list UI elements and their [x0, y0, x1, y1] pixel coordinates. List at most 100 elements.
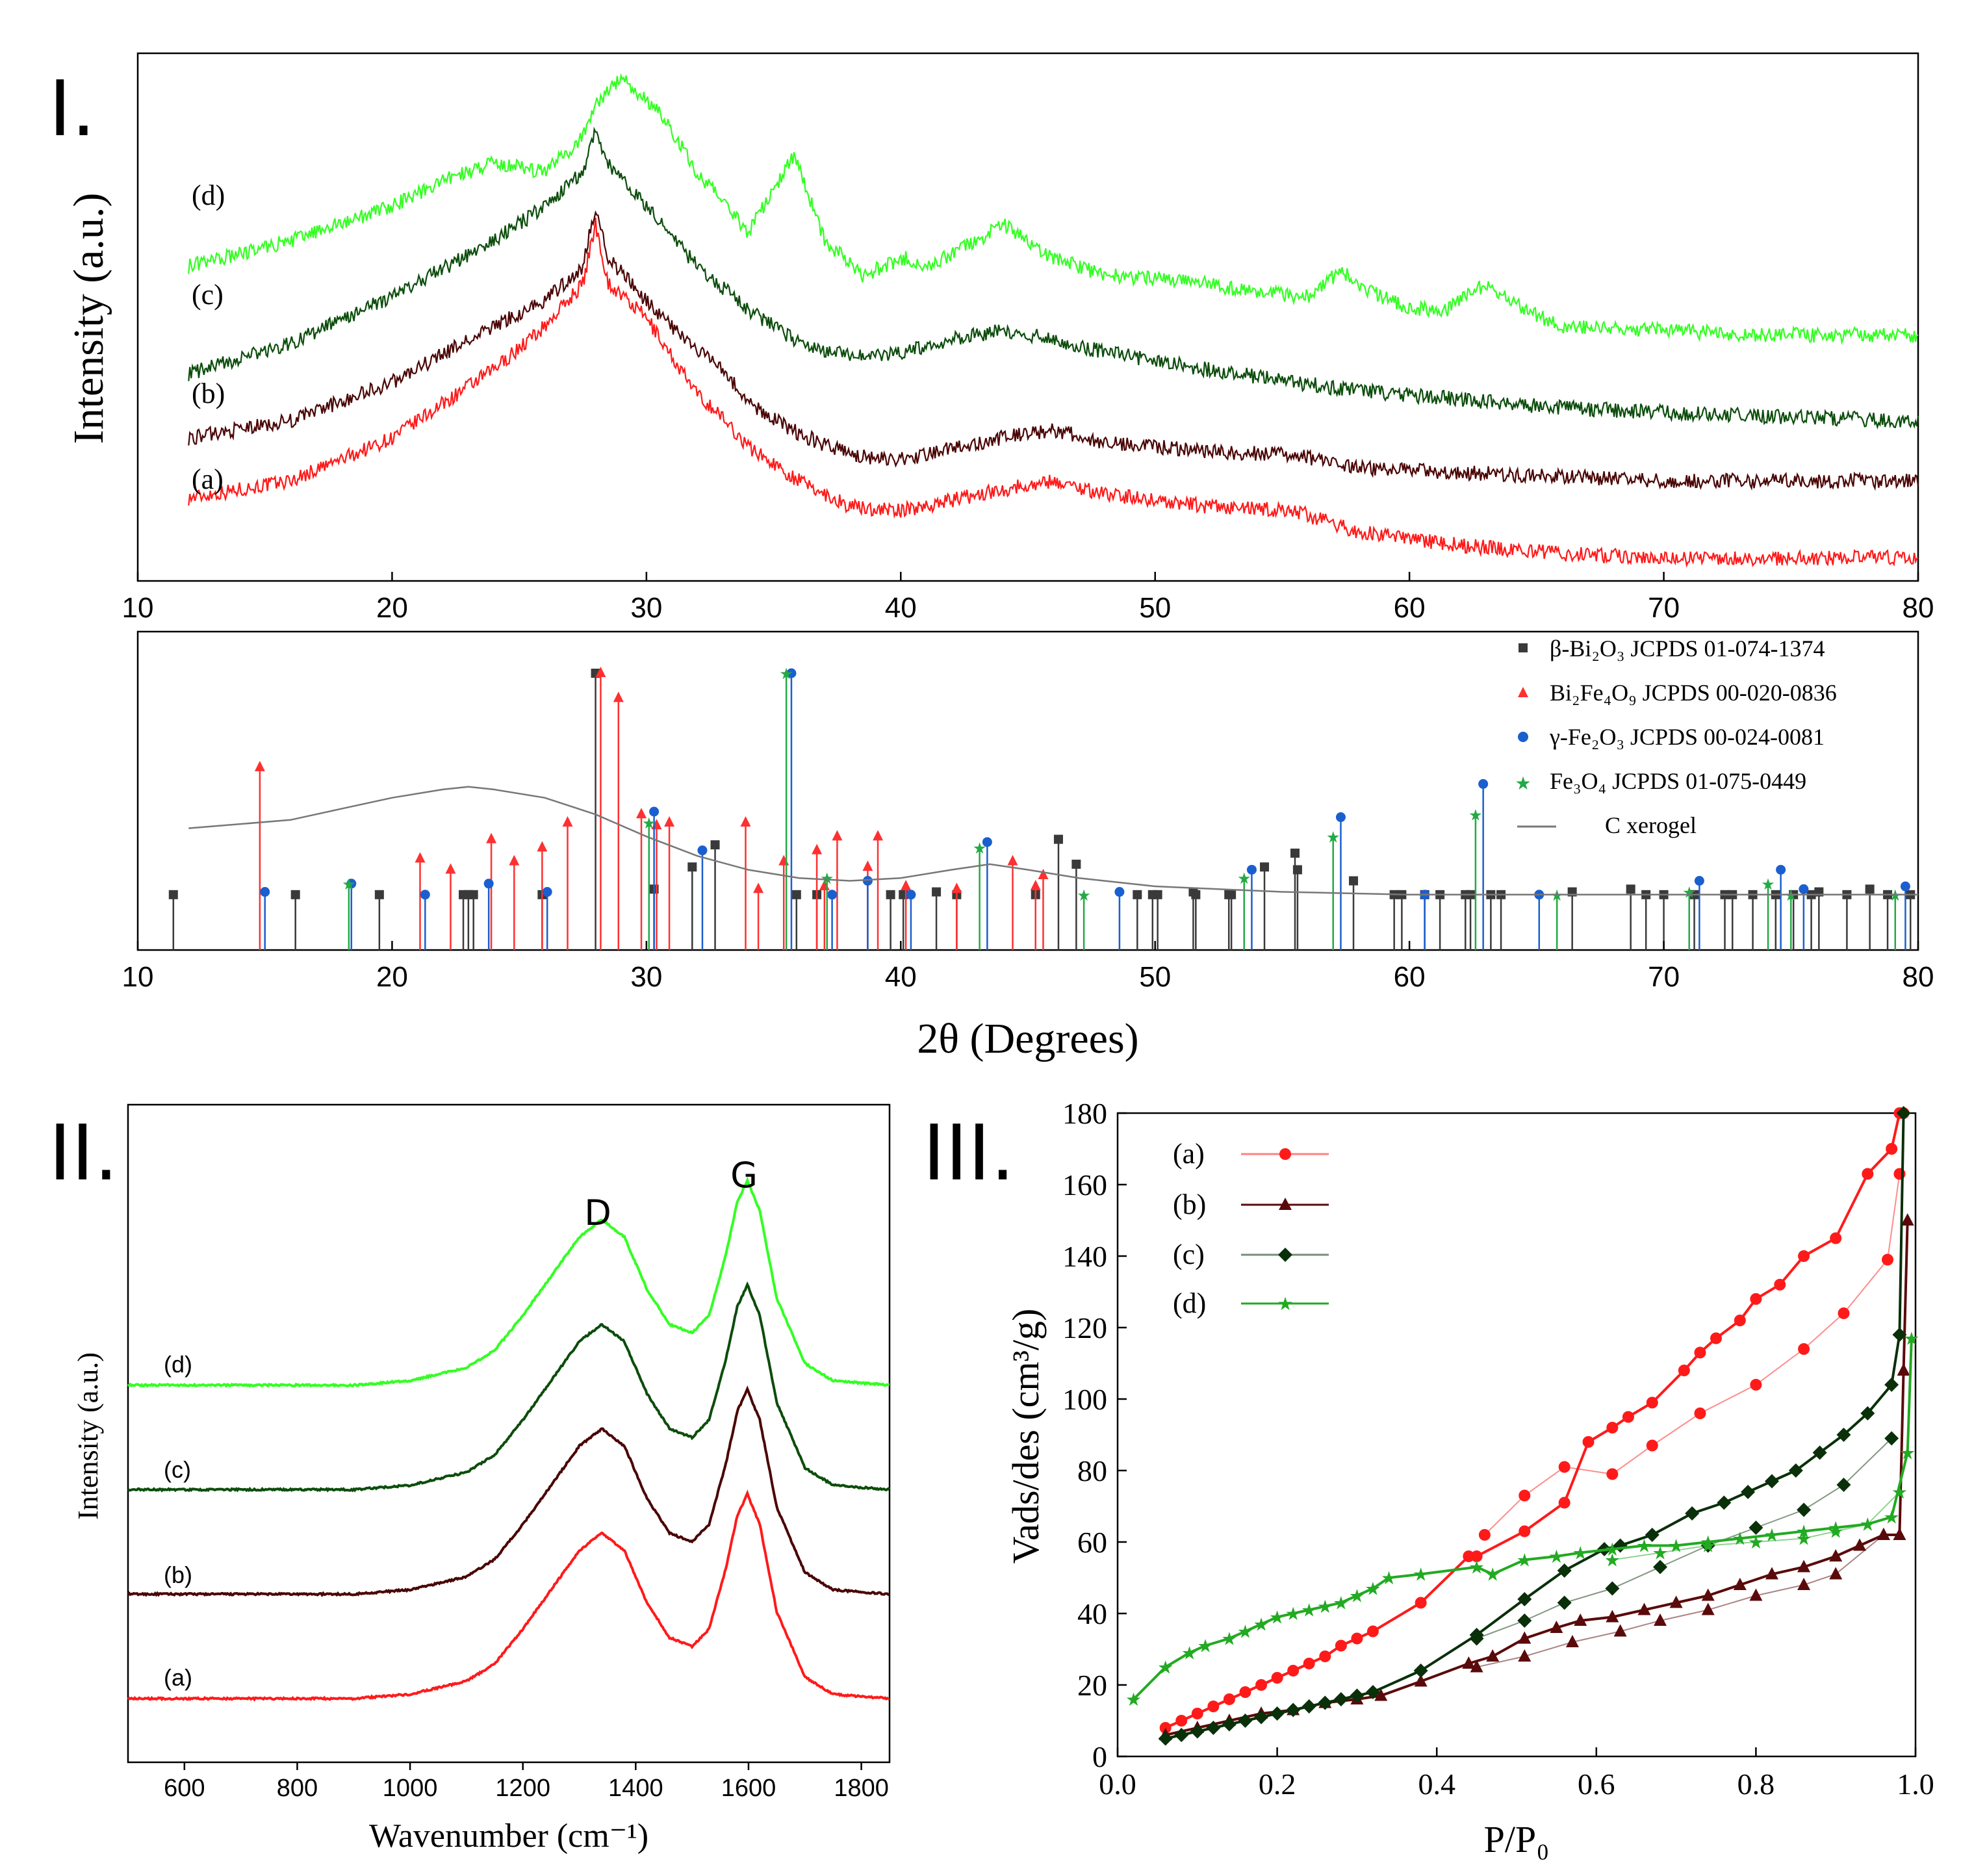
raman-peak-G: G — [730, 1155, 758, 1196]
ref-marker-triangle — [832, 830, 843, 841]
iso-y-tick-label: 0 — [1092, 1740, 1107, 1773]
iso-point-b — [1518, 1631, 1532, 1644]
ref-marker-square — [1053, 834, 1063, 844]
xrd-series-d — [188, 73, 1919, 346]
iso-x-tick-label: 0.0 — [1099, 1767, 1136, 1801]
iso-point-b — [1613, 1624, 1627, 1637]
iso-point-d: ★ — [1860, 1514, 1876, 1535]
iso-point-a — [1694, 1346, 1706, 1359]
iso-point-c — [1892, 1328, 1907, 1342]
ref-marker-star: ★ — [1468, 806, 1483, 824]
iso-point-b — [1701, 1602, 1715, 1615]
isotherm-legend: (a) (b) (c) (d) ★ — [1173, 1138, 1329, 1319]
legend-marker-triangle — [1518, 687, 1528, 697]
iso-point-a — [1734, 1315, 1746, 1326]
iso-point-b — [1853, 1538, 1867, 1551]
iso-point-a — [1882, 1253, 1894, 1266]
iso-point-d: ★ — [1796, 1528, 1812, 1550]
xrd-series-b — [188, 210, 1919, 491]
iso-point-a — [1287, 1665, 1300, 1677]
isotherm-ticks: 0.0 0.2 0.4 0.6 0.8 1.0 0 20 40 60 80 100 120 140 160 1… — [1062, 1097, 1934, 1801]
iso-ads-line-c — [1165, 1112, 1905, 1740]
iso-point-c — [1286, 1703, 1301, 1717]
iso-point-c — [1685, 1506, 1700, 1521]
iso-point-a — [1191, 1708, 1203, 1719]
iso-point-a — [1470, 1550, 1483, 1562]
iso-point-c — [1749, 1521, 1763, 1535]
legend-entry-bi2o3: β-Bi₂O₃ JCPDS 01-074-1374 — [1550, 636, 1825, 662]
ref-marker-square — [1133, 890, 1142, 899]
iso-point-d: ★ — [1884, 1507, 1900, 1528]
ref-marker-triangle — [509, 854, 520, 866]
reference-sticks: ★★★★★★★★★★ ★ ★★ ★ — [168, 665, 1918, 950]
xrd-plot-frame — [136, 52, 1919, 582]
iso-point-c — [1238, 1714, 1253, 1728]
iso-legend-b: (b) — [1173, 1189, 1206, 1220]
ref-marker-circle — [786, 668, 797, 678]
iso-point-d: ★ — [1285, 1603, 1301, 1625]
iso-point-b — [1749, 1588, 1763, 1601]
ref-marker-star: ★ — [342, 875, 356, 893]
iso-y-tick-label: 120 — [1062, 1311, 1107, 1344]
iso-x-tick-label: 0.4 — [1418, 1767, 1455, 1801]
iso-x-tick-label: 0.2 — [1259, 1767, 1296, 1801]
ref-marker-star: ★ — [779, 665, 793, 683]
ref-marker-square — [710, 840, 720, 850]
isotherm-x-axis-title: P/P₀ — [1484, 1818, 1550, 1860]
iso-point-c — [1741, 1485, 1756, 1499]
iso-y-tick-label: 180 — [1062, 1097, 1107, 1130]
iso-point-d: ★ — [1381, 1567, 1397, 1589]
iso-point-c — [1812, 1445, 1827, 1460]
reference-plot-frame — [136, 630, 1919, 951]
ref-marker-square — [1191, 890, 1201, 899]
raman-x-axis-title: Wavenumber (cm⁻¹) — [369, 1818, 648, 1855]
xrd-tick-label: 40 — [885, 592, 917, 624]
ref-marker-circle — [1246, 864, 1257, 875]
xrd-label-d: (d) — [192, 179, 225, 211]
iso-legend-marker — [1279, 1198, 1292, 1210]
panel-label-I: I. — [49, 64, 96, 153]
iso-point-a — [1622, 1411, 1634, 1423]
ref-marker-circle — [649, 806, 660, 817]
iso-point-a — [1798, 1343, 1810, 1355]
iso-point-b — [1470, 1660, 1483, 1673]
iso-point-b — [1901, 1213, 1914, 1226]
iso-point-d: ★ — [1860, 1514, 1876, 1535]
legend-marker-circle — [1518, 732, 1528, 742]
ref-tick-label: 20 — [376, 961, 408, 993]
iso-point-c — [1318, 1695, 1333, 1710]
iso-legend-marker — [1278, 1248, 1292, 1262]
ref-marker-circle — [260, 887, 270, 897]
iso-point-a — [1606, 1422, 1619, 1433]
iso-point-a — [1646, 1396, 1658, 1409]
iso-point-b — [1518, 1649, 1532, 1662]
iso-point-d: ★ — [1517, 1550, 1533, 1571]
iso-point-d: ★ — [1652, 1543, 1668, 1564]
legend-marker-star: ★ — [1515, 773, 1531, 794]
iso-point-a — [1255, 1679, 1268, 1691]
xrd-series-c — [188, 126, 1919, 430]
iso-point-a — [1478, 1529, 1491, 1541]
iso-point-c — [1222, 1717, 1237, 1732]
ref-marker-triangle — [1007, 854, 1018, 866]
ref-tick-label: 80 — [1903, 961, 1934, 993]
ref-marker-circle — [483, 879, 494, 889]
iso-point-a — [1175, 1715, 1188, 1727]
ref-tick-label: 40 — [885, 961, 917, 993]
iso-point-a — [1798, 1250, 1810, 1262]
xrd-x-ticks: 10 20 30 40 50 60 70 80 — [122, 572, 1934, 624]
iso-point-c — [1174, 1728, 1189, 1742]
iso-legend-d: (d) — [1173, 1287, 1206, 1319]
iso-point-c — [1836, 1478, 1851, 1492]
legend-entry-fe2o3: γ-Fe₂O₃ JCPDS 00-024-0081 — [1549, 724, 1825, 750]
iso-point-d: ★ — [1548, 1546, 1565, 1567]
isotherm-y-axis-title: Vads/des (cm³/g) — [1005, 1309, 1047, 1564]
iso-point-b — [1765, 1567, 1778, 1580]
iso-point-d: ★ — [1604, 1550, 1621, 1571]
xrd-tick-label: 20 — [376, 592, 408, 624]
iso-point-c — [1836, 1428, 1851, 1442]
ref-marker-square — [374, 890, 384, 899]
raman-series-b — [127, 1385, 890, 1597]
raman-curves — [127, 1176, 891, 1702]
iso-point-a — [1415, 1597, 1427, 1609]
